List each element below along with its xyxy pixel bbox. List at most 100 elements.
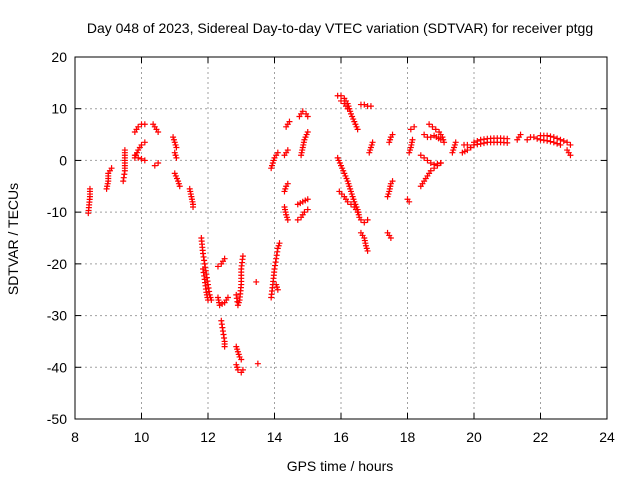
data-point-plus <box>135 123 142 130</box>
data-point-plus <box>141 139 148 146</box>
data-point-plus <box>354 209 361 216</box>
data-point-plus <box>534 135 541 142</box>
data-point-plus <box>190 203 197 210</box>
data-point-plus <box>421 131 428 138</box>
data-point-plus <box>274 149 281 156</box>
data-point-plus <box>357 216 364 223</box>
data-point-plus <box>286 118 293 125</box>
x-tick-label: 8 <box>71 429 79 445</box>
data-point-plus <box>477 140 484 147</box>
data-point-plus <box>467 144 474 151</box>
data-point-plus <box>254 360 261 367</box>
y-tick-label: 0 <box>59 152 67 168</box>
data-point-plus <box>361 101 368 108</box>
data-point-plus <box>274 286 281 293</box>
data-point-plus <box>155 128 162 135</box>
x-tick-label: 12 <box>200 429 216 445</box>
data-point-plus <box>304 128 311 135</box>
data-point-plus <box>369 139 376 146</box>
data-point-plus <box>253 278 260 285</box>
data-point-plus <box>409 136 416 143</box>
data-point-plus <box>205 297 211 304</box>
data-point-plus <box>284 180 291 187</box>
x-tick-label: 14 <box>267 429 283 445</box>
data-point-plus <box>86 185 93 192</box>
data-point-plus <box>427 167 434 174</box>
data-point-plus <box>560 138 567 145</box>
data-point-plus <box>452 139 459 146</box>
data-point-plus <box>361 219 368 226</box>
data-point-plus <box>108 165 115 172</box>
data-point-plus <box>239 366 246 373</box>
x-axis-label: GPS time / hours <box>287 458 394 474</box>
data-point-plus <box>431 161 438 168</box>
data-point-plus <box>151 162 158 169</box>
data-point-plus <box>524 136 531 143</box>
y-tick-label: -30 <box>47 308 67 324</box>
x-tick-label: 16 <box>333 429 349 445</box>
data-point-plus <box>424 157 431 164</box>
data-point-plus <box>389 178 396 185</box>
data-point-plus <box>417 152 424 159</box>
data-point-plus <box>544 132 551 139</box>
y-tick-label: 20 <box>51 49 67 65</box>
data-point-plus <box>304 206 311 213</box>
data-point-plus <box>141 121 148 128</box>
data-point-plus <box>155 160 162 167</box>
data-point-plus <box>304 196 311 203</box>
data-point-plus <box>214 263 221 270</box>
data-point-plus <box>221 343 228 350</box>
data-point-plus <box>354 126 361 133</box>
data-point-plus <box>344 198 351 205</box>
data-point-plus <box>221 255 228 262</box>
y-tick-label: 10 <box>51 101 67 117</box>
data-point-plus <box>138 155 145 162</box>
data-point-plus <box>407 126 414 133</box>
data-point-plus <box>176 183 183 190</box>
data-points <box>85 92 574 376</box>
data-point-plus <box>421 154 428 161</box>
data-point-plus <box>427 160 434 167</box>
data-point-plus <box>294 216 301 223</box>
data-point-plus <box>173 144 180 151</box>
data-point-plus <box>504 139 511 146</box>
data-point-plus <box>411 123 418 130</box>
y-axis-label: SDTVAR / TECUs <box>5 183 21 295</box>
x-tick-label: 18 <box>400 429 416 445</box>
data-point-plus <box>135 154 142 161</box>
data-point-plus <box>550 134 557 141</box>
data-point-plus <box>434 160 441 167</box>
data-point-plus <box>239 253 246 260</box>
data-point-plus <box>544 137 551 144</box>
chart-title: Day 048 of 2023, Sidereal Day-to-day VTE… <box>87 20 593 36</box>
data-point-plus <box>567 152 574 159</box>
data-point-plus <box>517 131 524 138</box>
y-axis-ticks: -50 -40 -30 -20 -10 0 10 20 <box>47 49 607 427</box>
data-point-plus <box>564 139 571 146</box>
data-point-plus <box>441 139 448 146</box>
data-point-plus <box>427 134 434 141</box>
y-tick-label: -10 <box>47 204 67 220</box>
data-point-plus <box>141 157 148 164</box>
data-point-plus <box>432 126 439 133</box>
data-point-plus <box>121 147 128 154</box>
data-point-plus <box>429 123 436 130</box>
data-point-plus <box>530 134 537 141</box>
data-point-plus <box>547 133 554 140</box>
data-point-plus <box>550 139 557 146</box>
data-point-plus <box>224 294 231 301</box>
data-point-plus <box>364 216 371 223</box>
data-point-plus <box>338 92 344 99</box>
x-axis-ticks: 8 10 12 14 16 18 20 22 24 <box>71 57 615 445</box>
data-point-plus <box>557 136 564 143</box>
data-point-plus <box>173 154 180 161</box>
x-tick-label: 10 <box>134 429 150 445</box>
x-tick-label: 20 <box>466 429 482 445</box>
data-point-plus <box>131 152 138 159</box>
data-point-plus <box>301 209 308 216</box>
data-point-plus <box>464 147 471 154</box>
data-point-plus <box>406 198 413 205</box>
y-tick-label: -20 <box>47 256 67 272</box>
